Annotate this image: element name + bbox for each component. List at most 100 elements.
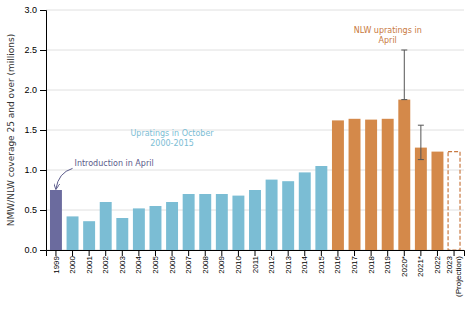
- x-tick: 2005: [151, 250, 160, 274]
- x-tick: 2020*: [400, 250, 409, 277]
- x-tick-label: 2010: [234, 255, 243, 273]
- plot-area: 0.00.51.01.52.02.53.01999200020012002200…: [24, 5, 464, 297]
- error-bar-stem: [420, 125, 421, 159]
- x-tick-label: 2015: [317, 255, 326, 273]
- bar: [150, 206, 162, 250]
- error-bar-stem: [404, 50, 405, 100]
- bar: [315, 166, 327, 250]
- x-tick-mark: [387, 250, 388, 256]
- bar: [199, 194, 211, 250]
- x-axis: 1999200020012002200320042005200620072008…: [47, 250, 465, 297]
- x-tick-mark: [420, 250, 421, 256]
- x-tick: 2008: [201, 250, 210, 274]
- y-tick-mark: [40, 210, 46, 211]
- annotation-arrow: [56, 168, 73, 189]
- x-tick-label: 2008: [201, 255, 210, 273]
- x-tick-mark: [188, 250, 189, 256]
- bar: [266, 180, 278, 250]
- x-tick-mark: [105, 250, 106, 256]
- error-bar-cap: [418, 125, 424, 126]
- bar: [349, 119, 361, 250]
- x-tick-mark: [288, 250, 289, 256]
- y-tick-label: 1.0: [24, 165, 37, 175]
- x-tick-mark: [304, 250, 305, 256]
- x-tick-label: 2006: [168, 255, 177, 273]
- x-tick-label: 2019: [383, 255, 392, 273]
- x-tick-mark: [72, 250, 73, 256]
- y-tick-mark: [40, 250, 46, 251]
- x-tick-mark: [138, 250, 139, 256]
- y-tick-mark: [40, 90, 46, 91]
- x-tick-mark: [354, 250, 355, 256]
- x-tick: 2010: [234, 250, 243, 274]
- y-tick: 0.5: [24, 205, 46, 215]
- y-tick: 1.0: [24, 165, 46, 175]
- error-bar: [401, 50, 407, 100]
- x-tick: 2023(Projection): [445, 250, 463, 297]
- bar: [83, 221, 95, 250]
- y-tick-label: 3.0: [24, 5, 37, 15]
- x-tick-label: 2020*: [400, 256, 409, 277]
- x-tick: 2019: [383, 250, 392, 274]
- bar: [116, 218, 128, 250]
- x-tick-label: 2009: [217, 255, 226, 273]
- x-tick-label: 2013: [284, 255, 293, 273]
- x-tick: 2007: [184, 250, 193, 274]
- annotation: Introduction in April: [75, 159, 154, 168]
- grid-line: [46, 50, 464, 51]
- x-tick-mark: [454, 250, 455, 256]
- bar: [415, 148, 427, 250]
- x-tick-mark: [404, 250, 405, 256]
- x-tick: 2014: [300, 250, 309, 274]
- x-tick-label: 2000: [68, 255, 77, 273]
- x-tick-mark: [155, 250, 156, 256]
- y-tick-label: 1.5: [24, 125, 37, 135]
- grid-line: [46, 90, 464, 91]
- x-tick-label: 2018: [367, 255, 376, 273]
- x-tick: 2017: [350, 250, 359, 274]
- x-tick-mark: [437, 250, 438, 256]
- x-tick-label: 2002: [101, 255, 110, 273]
- bar: [133, 208, 145, 250]
- x-tick-mark: [238, 250, 239, 256]
- x-tick: 2021*: [416, 250, 425, 277]
- x-tick: 2022: [433, 250, 442, 274]
- x-tick-label: 2022: [433, 255, 442, 273]
- x-tick-label: 1999: [52, 255, 61, 273]
- bar: [50, 190, 62, 250]
- x-tick: 2016: [333, 250, 342, 274]
- grid-line: [46, 10, 464, 11]
- x-tick: 2003: [118, 250, 127, 274]
- x-tick-label: 2016: [333, 255, 342, 273]
- y-tick: 2.5: [24, 45, 46, 55]
- x-tick-mark: [89, 250, 90, 256]
- annotation: Upratings in October2000-2015: [130, 129, 214, 148]
- bar: [67, 216, 79, 250]
- y-tick-mark: [40, 50, 46, 51]
- x-tick: 2000: [68, 250, 77, 274]
- bar: [183, 194, 195, 250]
- y-tick: 2.0: [24, 85, 46, 95]
- y-tick-mark: [40, 170, 46, 171]
- x-tick-label: 2014: [300, 255, 309, 273]
- x-axis-line: [47, 251, 465, 257]
- x-tick-mark: [172, 250, 173, 256]
- x-tick: 2009: [217, 250, 226, 274]
- y-axis: 0.0 0.5 1.0 1.5 2.0 2.5 3.0: [24, 5, 46, 255]
- y-tick: 0.0: [24, 245, 46, 255]
- chart: 0.00.51.01.52.02.53.01999200020012002200…: [0, 0, 474, 316]
- x-tick: 2013: [284, 250, 293, 274]
- x-tick-label: 2004: [134, 255, 143, 273]
- y-tick-label: 2.5: [24, 45, 37, 55]
- x-tick-label: 2007: [184, 255, 193, 273]
- x-tick-label: 2012: [267, 255, 276, 273]
- marks: [50, 50, 460, 250]
- x-tick: 2012: [267, 250, 276, 274]
- bar: [232, 196, 244, 250]
- x-tick: 2018: [367, 250, 376, 274]
- x-tick: 2004: [134, 250, 143, 274]
- x-tick: 2015: [317, 250, 326, 274]
- x-tick-label: 2017: [350, 255, 359, 273]
- x-tick-label: 2023(Projection): [445, 255, 463, 296]
- bar: [166, 202, 178, 250]
